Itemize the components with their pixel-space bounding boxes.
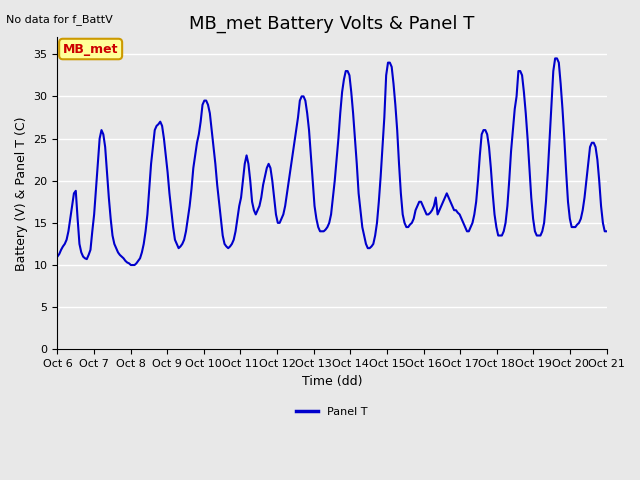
Text: MB_met: MB_met bbox=[63, 43, 118, 56]
X-axis label: Time (dd): Time (dd) bbox=[301, 374, 362, 388]
Y-axis label: Battery (V) & Panel T (C): Battery (V) & Panel T (C) bbox=[15, 116, 28, 271]
Title: MB_met Battery Volts & Panel T: MB_met Battery Volts & Panel T bbox=[189, 15, 475, 33]
Text: No data for f_BattV: No data for f_BattV bbox=[6, 14, 113, 25]
Legend: Panel T: Panel T bbox=[292, 403, 372, 422]
